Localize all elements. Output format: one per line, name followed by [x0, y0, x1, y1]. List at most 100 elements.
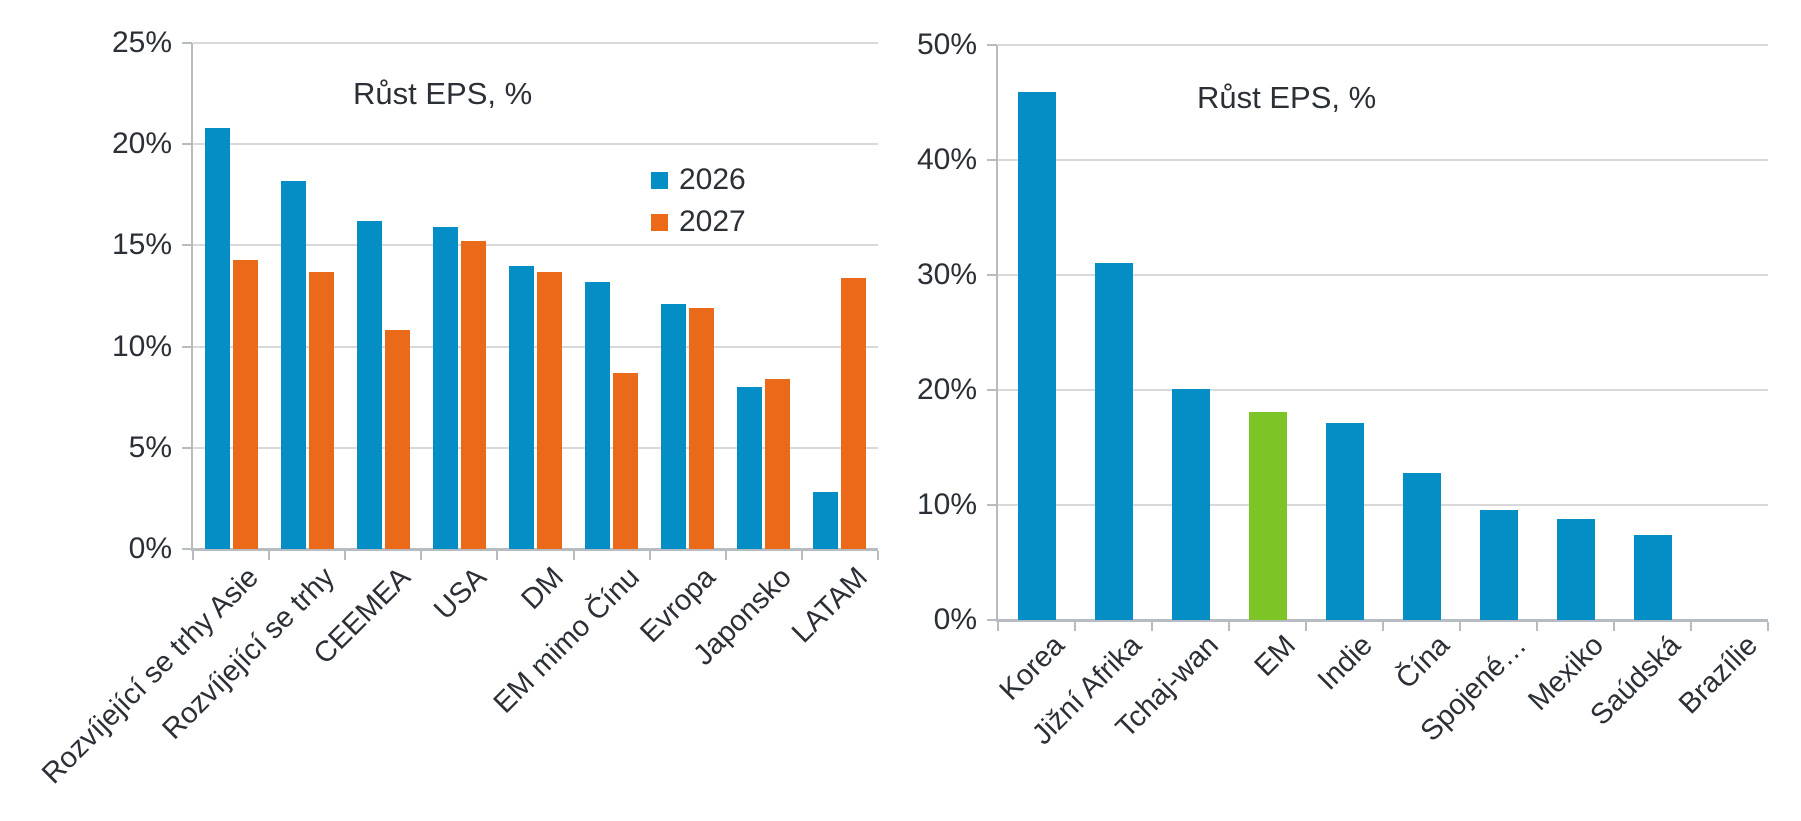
- gridline-15%: [193, 244, 878, 247]
- legend-swatch-2027: [651, 213, 668, 231]
- x-tick: [1536, 622, 1538, 631]
- y-tick-10%: [182, 345, 192, 348]
- bar-2026-Evropa: [661, 304, 686, 549]
- x-tick: [800, 551, 803, 560]
- gridline-5%: [193, 446, 878, 449]
- gridline-50%: [998, 44, 1768, 46]
- bar-2027-Rozvíjející se trhy Asie: [233, 260, 258, 549]
- x-tick: [344, 551, 347, 560]
- y-axis-label-5%: 5%: [128, 430, 172, 464]
- legend-label-2026: 2026: [679, 163, 746, 196]
- y-tick-0%: [987, 619, 997, 621]
- legend-item-2026: 2026: [651, 163, 746, 197]
- gridline-10%: [193, 345, 878, 348]
- bar-2027-Japonsko: [765, 379, 790, 549]
- bar-2026-USA: [433, 227, 458, 549]
- y-tick-10%: [987, 504, 997, 506]
- x-axis-line: [996, 619, 1768, 622]
- y-tick-0%: [182, 548, 192, 550]
- x-tick: [1382, 622, 1384, 631]
- y-axis-label-50%: 50%: [916, 28, 977, 61]
- y-axis-line: [191, 43, 193, 549]
- x-tick: [572, 551, 575, 560]
- bar-2026-DM: [509, 266, 534, 549]
- x-tick: [1151, 622, 1153, 631]
- legend-item-2027: 2027: [651, 205, 746, 239]
- x-axis-line: [191, 548, 878, 551]
- x-tick: [1767, 622, 1769, 631]
- x-tick: [268, 551, 271, 560]
- legend: 2026 2027: [651, 163, 746, 239]
- bar-2026-Japonsko: [737, 387, 762, 549]
- legend-swatch-2026: [651, 171, 668, 189]
- bar-2027-Rozvíjející se trhy: [309, 272, 334, 549]
- bar-value-Saúdská: [1634, 535, 1672, 620]
- bar-2027-USA: [461, 241, 486, 549]
- bar-value-Spojené…: [1480, 510, 1518, 620]
- gridline-20%: [193, 143, 878, 146]
- bar-2026-Rozvíjející se trhy: [281, 181, 306, 549]
- bar-2026-CEEMEA: [357, 221, 382, 549]
- x-tick: [724, 551, 727, 560]
- bar-value-Korea: [1018, 92, 1056, 620]
- bar-2026-EM mimo Čínu: [585, 282, 610, 549]
- y-tick-40%: [987, 159, 997, 161]
- x-tick: [997, 622, 999, 631]
- bar-2026-LATAM: [813, 492, 838, 549]
- gridline-30%: [998, 274, 1768, 276]
- x-label-Korea: Korea: [993, 629, 1071, 707]
- legend-label-2027: 2027: [679, 205, 746, 238]
- y-axis-label-25%: 25%: [111, 26, 172, 59]
- y-tick-50%: [987, 44, 997, 46]
- bar-value-Jižní Afrika: [1095, 263, 1133, 620]
- bar-2027-DM: [537, 272, 562, 549]
- y-axis-label-20%: 20%: [916, 373, 977, 406]
- x-tick: [877, 551, 879, 560]
- x-tick: [1459, 622, 1461, 631]
- x-tick: [420, 551, 423, 560]
- bar-2026-Rozvíjející se trhy Asie: [205, 128, 230, 549]
- x-tick: [1228, 622, 1230, 631]
- x-tick: [1613, 622, 1615, 631]
- y-axis-label-10%: 10%: [111, 329, 172, 363]
- x-tick: [1305, 622, 1307, 631]
- bar-value-Mexiko: [1557, 519, 1595, 620]
- y-axis-label-15%: 15%: [111, 228, 172, 262]
- y-tick-25%: [182, 42, 192, 44]
- x-tick: [192, 551, 194, 560]
- bar-value-Čína: [1403, 473, 1441, 620]
- chart-title: Růst EPS, %: [1197, 80, 1377, 115]
- gridline-25%: [193, 42, 878, 44]
- y-axis-line: [996, 45, 998, 620]
- chart-title: Růst EPS, %: [353, 76, 533, 111]
- y-tick-20%: [182, 143, 192, 146]
- bar-value-Indie: [1326, 423, 1364, 620]
- bar-2027-Evropa: [689, 308, 714, 549]
- y-axis-label-40%: 40%: [916, 143, 977, 176]
- bar-2027-EM mimo Čínu: [613, 373, 638, 549]
- y-tick-5%: [182, 446, 192, 449]
- y-axis-label-0%: 0%: [933, 603, 977, 636]
- y-tick-20%: [987, 389, 997, 391]
- y-axis-label-30%: 30%: [916, 258, 977, 291]
- y-tick-15%: [182, 244, 192, 247]
- y-axis-label-10%: 10%: [916, 488, 977, 521]
- bar-2027-CEEMEA: [385, 330, 410, 549]
- x-tick: [1690, 622, 1692, 631]
- gridline-20%: [998, 389, 1768, 391]
- bar-value-Tchaj-wan: [1172, 389, 1210, 620]
- y-axis-label-0%: 0%: [128, 532, 172, 565]
- bar-value-EM: [1249, 412, 1287, 620]
- gridline-40%: [998, 159, 1768, 161]
- y-axis-label-20%: 20%: [111, 127, 172, 161]
- x-tick: [648, 551, 651, 560]
- x-tick: [496, 551, 499, 560]
- bar-2027-LATAM: [841, 278, 866, 549]
- x-tick: [1074, 622, 1076, 631]
- y-tick-30%: [987, 274, 997, 276]
